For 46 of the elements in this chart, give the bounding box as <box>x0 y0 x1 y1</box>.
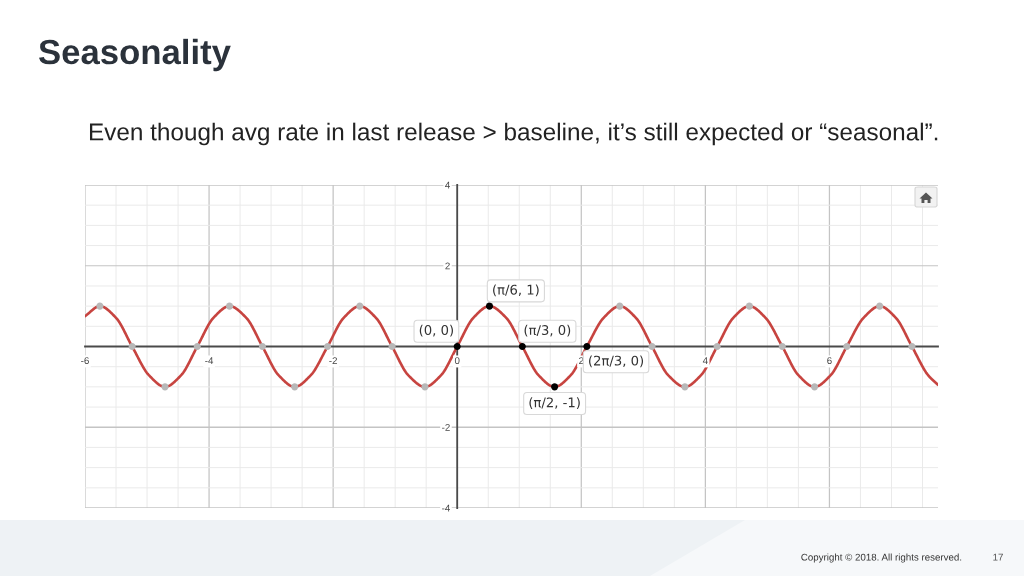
point <box>876 302 884 310</box>
point <box>96 302 104 310</box>
point <box>128 342 136 351</box>
chart-subtitle: Even though avg rate in last release > baseline, it’s still expected or “seasonal”. <box>89 122 938 146</box>
y-tick-label: 4 <box>445 181 450 189</box>
y-tick-label: 2 <box>445 262 450 270</box>
x-tick-label: -2 <box>329 357 337 364</box>
annotation: (π/3, 0) <box>524 324 571 337</box>
point <box>811 383 819 391</box>
point <box>616 302 624 310</box>
x-tick-label: 6 <box>827 357 832 365</box>
annotation: (0, 0) <box>419 324 453 337</box>
point <box>161 383 169 391</box>
y-tick-label: -2 <box>442 423 450 431</box>
point <box>551 383 559 391</box>
x-tick-label: -6 <box>81 357 89 365</box>
annotation: (2π/3, 0) <box>589 355 644 368</box>
x-tick-label: -4 <box>205 357 214 364</box>
x-tick-label: 2 <box>579 357 584 364</box>
point <box>226 302 234 310</box>
point <box>324 342 332 351</box>
point <box>778 342 786 351</box>
x-tick-label: 0 <box>454 357 460 365</box>
point <box>388 342 396 351</box>
point <box>485 302 494 310</box>
text: 17 <box>993 553 1003 561</box>
chart-title: Seasonality <box>39 38 231 72</box>
point <box>648 342 656 351</box>
point <box>291 383 299 391</box>
point <box>421 383 429 391</box>
point <box>843 342 851 351</box>
point <box>745 302 753 310</box>
point <box>908 342 916 351</box>
text: Copyright © 2018. All rights reserved. <box>801 553 962 563</box>
point <box>258 342 266 351</box>
point <box>453 342 461 351</box>
annotation: (π/2, -1) <box>529 397 580 409</box>
point <box>713 342 721 351</box>
point <box>518 342 526 351</box>
point <box>583 342 591 351</box>
point <box>193 342 201 351</box>
x-tick-label: 4 <box>702 357 708 364</box>
annotation: (π/6, 1) <box>493 284 539 297</box>
point <box>356 302 364 310</box>
y-tick-label: -4 <box>442 504 450 512</box>
point <box>681 383 689 391</box>
